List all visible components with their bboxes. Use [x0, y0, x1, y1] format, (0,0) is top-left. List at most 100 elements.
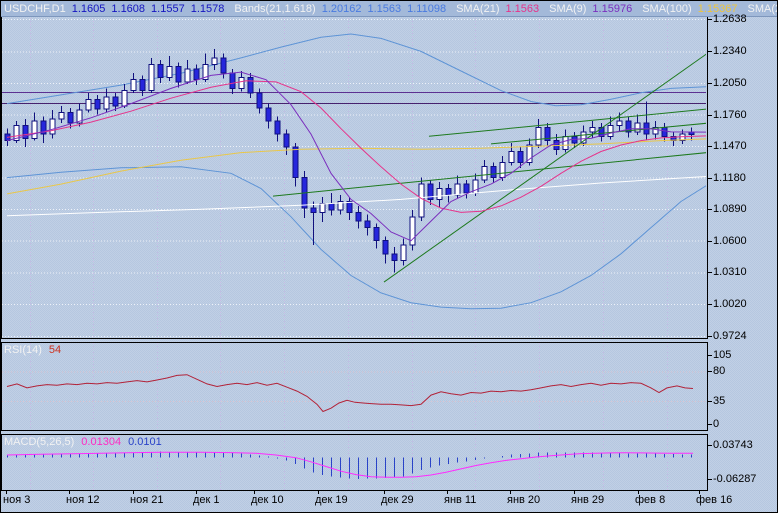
rsi-indicator-label: RSI(14)	[4, 344, 42, 356]
macd-axis-label: -0.06287	[713, 473, 757, 485]
trendline-lower-channel[interactable]	[272, 152, 707, 197]
candle-bearish	[94, 98, 101, 110]
candle-bearish	[364, 220, 371, 229]
candle-bullish	[634, 122, 641, 133]
trendline-mid-channel[interactable]	[490, 122, 707, 145]
candle-bullish	[418, 183, 425, 218]
price-axis-label: 1.0600	[713, 235, 747, 247]
candle-bullish	[319, 203, 326, 213]
rsi-panel-border	[1, 342, 708, 431]
candle-bearish	[490, 166, 497, 179]
price-axis-label: 1.1180	[713, 172, 746, 184]
time-axis-label: дек 1	[193, 494, 220, 506]
time-axis-label: янв 20	[507, 494, 541, 506]
time-axis-label: янв 11	[444, 494, 477, 506]
rsi-line[interactable]	[6, 374, 694, 413]
candle-bullish	[76, 109, 83, 124]
trendline-steep[interactable]	[383, 53, 707, 283]
candle-bearish	[220, 57, 227, 74]
candle-bullish	[679, 133, 686, 142]
ohlc-low-value: 1.1557	[151, 2, 185, 15]
candle-bullish	[499, 161, 506, 179]
price-axis-label: 1.2638	[713, 13, 747, 25]
panel-borders	[1, 1, 712, 494]
sma100-value: 1.15367	[697, 2, 738, 15]
candle-bullish	[103, 96, 110, 110]
rsi-indicator-panel[interactable]	[2, 371, 706, 413]
candle-bullish	[13, 124, 20, 142]
sma21-value: 1.1563	[505, 2, 540, 15]
grid-lines	[2, 18, 706, 490]
main-price-chart[interactable]	[1, 33, 707, 310]
candle-bearish	[310, 207, 317, 213]
time-axis-label: дек 10	[251, 494, 284, 506]
time-axis-label: ноя 3	[3, 494, 31, 506]
candle-bearish	[274, 120, 281, 135]
candle-bullish	[85, 98, 92, 111]
candle-bearish	[265, 107, 272, 122]
candle-bearish	[229, 72, 236, 89]
candle-bearish	[517, 151, 524, 163]
time-axis-label: фев 16	[696, 494, 733, 506]
sma-21-line[interactable]	[6, 80, 707, 213]
candle-bullish	[535, 127, 542, 146]
macd-signal-value: 0.0101	[128, 436, 162, 448]
candle-bearish	[346, 201, 353, 213]
price-axis-label: 0.9724	[713, 330, 747, 342]
candle-bullish	[49, 118, 56, 135]
candle-bullish	[616, 120, 623, 126]
sma100-indicator-label: SMA(100)	[642, 2, 692, 15]
rsi-axis-label: 105	[713, 349, 732, 361]
price-axis-label: 1.1760	[713, 109, 747, 121]
price-axis-label: 1.1470	[713, 140, 747, 152]
time-axis-label: янв 29	[571, 494, 605, 506]
sma200-indicator-label: SMA(200)	[747, 2, 777, 15]
macd-signal-line[interactable]	[6, 451, 693, 478]
sma-9-line[interactable]	[6, 71, 707, 242]
candle-bullish	[562, 135, 569, 150]
candle-bullish	[526, 144, 533, 163]
candle-bullish	[211, 57, 218, 65]
candles[interactable]	[4, 49, 695, 273]
bands-lower-value: 1.11098	[407, 2, 447, 15]
candle-bearish	[247, 77, 254, 94]
candle-bullish	[607, 124, 614, 137]
chart-info-bar: USDCHF,D1 1.1605 1.1608 1.1557 1.1578 Ba…	[1, 1, 777, 17]
rsi-axis-label: 80	[713, 365, 726, 377]
bands-indicator-label: Bands(21,1.618)	[234, 2, 316, 15]
sma-100-line[interactable]	[6, 138, 707, 195]
bollinger-lower-line[interactable]	[6, 166, 707, 310]
time-axis-label: фев 8	[635, 494, 666, 506]
candle-bullish	[652, 127, 659, 135]
macd-indicator-panel[interactable]	[6, 451, 693, 480]
rsi-current-value: 54	[48, 344, 62, 356]
rsi-axis-label: 35	[713, 395, 726, 407]
macd-histogram[interactable]	[7, 451, 692, 480]
macd-axis-label: 0.03743	[713, 439, 753, 451]
candle-bearish	[427, 183, 434, 200]
candle-bullish	[58, 111, 65, 120]
bollinger-upper-line[interactable]	[6, 33, 707, 107]
sma-200-line[interactable]	[6, 176, 707, 217]
trendline-upper-channel[interactable]	[428, 108, 707, 137]
bands-middle-value: 1.1563	[367, 2, 402, 15]
candle-bearish	[40, 120, 47, 135]
price-axis-label: 1.0890	[713, 203, 747, 215]
candle-bullish	[409, 216, 416, 246]
rsi-panel-header: RSI(14) 54	[4, 344, 61, 356]
candle-bullish	[148, 63, 155, 92]
sma9-value: 1.15976	[592, 2, 633, 15]
candle-bearish	[292, 146, 299, 179]
candle-bearish	[157, 63, 164, 79]
macd-indicator-label: MACD(5,26,5)	[4, 436, 75, 448]
candle-bearish	[175, 66, 182, 83]
candle-bearish	[355, 211, 362, 222]
candle-bullish	[580, 131, 587, 144]
ohlc-high-value: 1.1608	[111, 2, 146, 15]
candle-bearish	[139, 79, 146, 92]
bands-upper-value: 1.20162	[321, 2, 362, 15]
ohlc-close-value: 1.1578	[190, 2, 225, 15]
candle-bearish	[544, 127, 551, 142]
